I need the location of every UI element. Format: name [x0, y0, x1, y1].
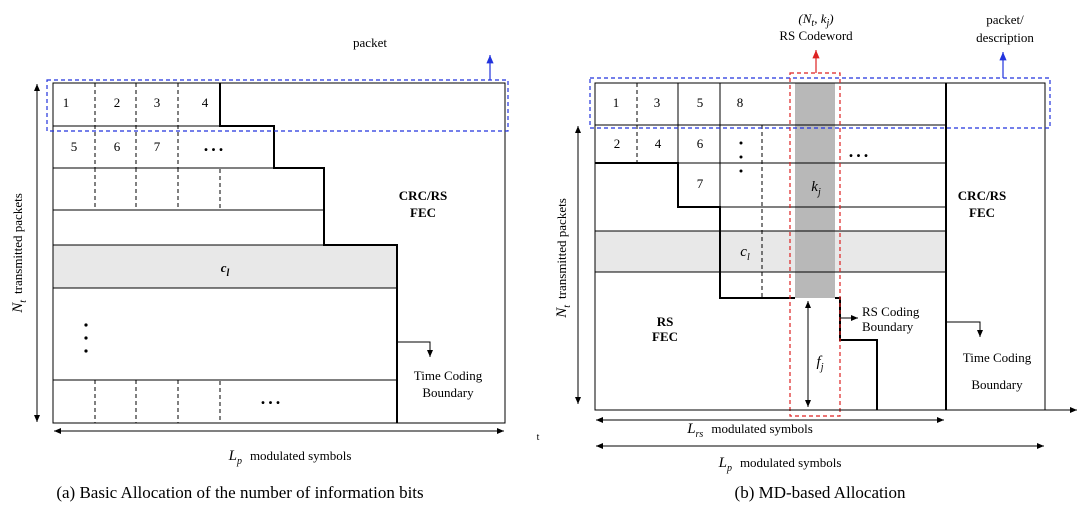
x-axis-label: Lp modulated symbols: [718, 455, 842, 474]
text: modulated symbols: [740, 455, 841, 470]
packet-label: packet: [353, 35, 387, 50]
fec-label: CRC/RS: [399, 188, 447, 203]
text: rs: [696, 429, 704, 440]
cell: 7: [154, 139, 161, 154]
text: k: [811, 179, 818, 195]
vertical-dots: [739, 141, 743, 173]
text: p: [236, 456, 242, 467]
text: l: [747, 252, 750, 263]
text: j: [819, 362, 824, 373]
text: ): [828, 11, 833, 26]
text: modulated symbols: [250, 448, 351, 463]
text: L: [228, 448, 237, 464]
cell: 6: [697, 136, 704, 151]
text: transmitted packets: [554, 198, 569, 299]
packet-box: [589, 77, 1051, 129]
text: L: [718, 455, 727, 471]
row-lines: [595, 83, 946, 273]
text: t: [18, 300, 29, 303]
y-axis-label: Nt transmitted packets: [10, 193, 29, 314]
row-label: cl: [740, 244, 750, 263]
boundary-arrow: [397, 341, 433, 357]
text: modulated symbols: [711, 421, 812, 436]
cell: 1: [63, 95, 70, 110]
text: j: [824, 18, 829, 29]
packet-label: description: [976, 30, 1034, 45]
time-boundary-label: Time Coding: [963, 350, 1032, 365]
crc-fec-label: CRC/RS: [958, 188, 1006, 203]
text: t: [562, 305, 573, 308]
cell: 2: [614, 136, 621, 151]
text: transmitted packets: [10, 193, 25, 294]
text: l: [227, 268, 230, 279]
coding-boundary: [219, 83, 398, 423]
codeword-label: (Nt, kj): [798, 11, 833, 29]
text: f: [817, 354, 823, 370]
cell-dividers: [636, 83, 763, 298]
rs-boundary-label: Boundary: [862, 319, 914, 334]
ellipsis: ...: [849, 141, 872, 161]
cell: 2: [114, 95, 121, 110]
packet-label: packet/: [986, 12, 1024, 27]
packet-box: [46, 79, 509, 132]
ellipsis: ...: [204, 135, 227, 155]
codeword-label: RS Codeword: [779, 28, 853, 43]
cell-dividers: [52, 83, 221, 424]
cell: 7: [697, 176, 704, 191]
text: t: [811, 18, 814, 29]
ellipsis: ...: [261, 388, 284, 408]
caption: (a) Basic Allocation of the number of in…: [56, 483, 423, 502]
panel-b: (Nt, kj) RS Codeword packet/ description…: [554, 11, 1077, 502]
row-band: [595, 231, 946, 272]
cell: 5: [71, 139, 78, 154]
cell: 3: [154, 95, 161, 110]
time-boundary-arrow: [946, 321, 983, 337]
text: c: [740, 244, 747, 260]
panel-a: packet 1 2 3 4 5 6 7 ... ... CRC/RS FEC …: [10, 35, 540, 502]
cell: 1: [613, 95, 620, 110]
text: p: [726, 463, 732, 474]
row-band: [53, 245, 397, 288]
cell: 3: [654, 95, 661, 110]
text: (N: [798, 11, 812, 26]
rs-boundary-label: RS Coding: [862, 304, 920, 319]
column-label: kj: [811, 179, 821, 198]
caption: (b) MD-based Allocation: [735, 483, 906, 502]
text: j: [816, 187, 821, 198]
boundary-label: Boundary: [422, 385, 474, 400]
vertical-dots: [84, 323, 88, 353]
text: c: [221, 260, 227, 275]
time-boundary-label: Boundary: [971, 377, 1023, 392]
cell: 8: [737, 95, 744, 110]
cell: 5: [697, 95, 704, 110]
parity-label: fj: [817, 354, 824, 373]
codeword-column: [795, 83, 835, 298]
frame: [52, 82, 506, 424]
text: N: [554, 307, 570, 319]
rs-fec-label: FEC: [652, 329, 678, 344]
codeword-box: [789, 72, 841, 417]
cell: 6: [114, 139, 121, 154]
cell: 4: [655, 136, 662, 151]
y-axis-label: Nt transmitted packets: [554, 198, 573, 319]
x-axis-label: Lp modulated symbols: [228, 448, 352, 467]
text: N: [10, 302, 26, 314]
row-label: cl: [221, 260, 230, 279]
boundary-label: Time Coding: [414, 368, 483, 383]
x-axis-end: t: [537, 432, 540, 443]
cell: 4: [202, 95, 209, 110]
rs-axis-label: Lrs modulated symbols: [686, 421, 813, 440]
text: , k: [814, 11, 827, 26]
fec-label: FEC: [410, 205, 436, 220]
crc-fec-label: FEC: [969, 205, 995, 220]
text: L: [686, 421, 695, 437]
rs-fec-label: RS: [657, 314, 674, 329]
